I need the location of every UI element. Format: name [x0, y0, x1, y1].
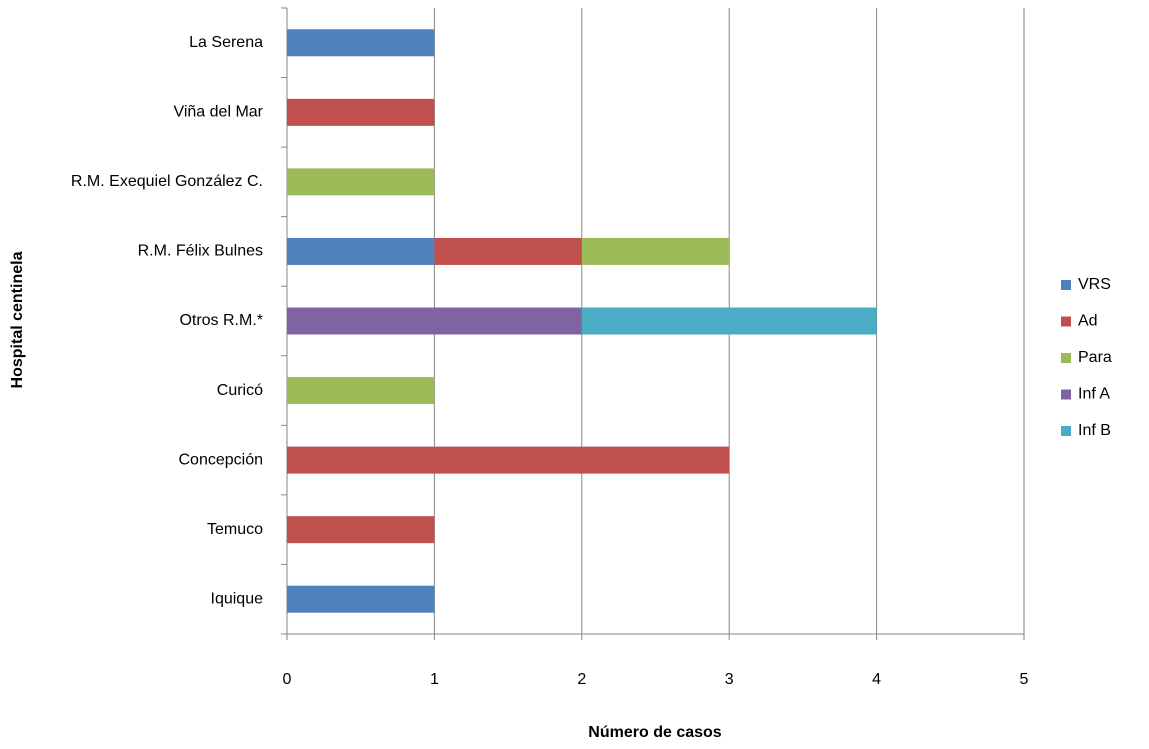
y-tick-label: La Serena	[189, 34, 263, 51]
y-tick-label: Iquique	[211, 590, 264, 607]
x-tick-label: 5	[1020, 671, 1029, 688]
x-tick-label: 2	[577, 671, 586, 688]
bar	[287, 98, 435, 126]
legend-label: Ad	[1078, 313, 1098, 330]
legend-label: Inf B	[1078, 422, 1111, 439]
y-tick-label: Temuco	[207, 521, 263, 538]
bar	[287, 516, 435, 544]
legend-swatch	[1061, 353, 1071, 363]
bar	[287, 237, 435, 265]
legend-swatch	[1061, 426, 1071, 436]
legend-label: Para	[1078, 349, 1112, 366]
bar	[581, 307, 877, 335]
y-tick-label: Otros R.M.*	[179, 312, 263, 329]
bar	[287, 377, 435, 405]
x-axis-title: Número de casos	[588, 724, 721, 741]
y-tick-label: R.M. Exequiel González C.	[71, 173, 263, 190]
legend-swatch	[1061, 316, 1071, 327]
bar	[287, 307, 582, 335]
x-tick-label: 4	[872, 671, 881, 688]
legend-swatch	[1061, 389, 1071, 400]
bar	[287, 168, 435, 196]
bar	[287, 29, 435, 57]
legend-swatch	[1061, 280, 1071, 290]
y-tick-label: R.M. Félix Bulnes	[138, 243, 263, 260]
x-tick-label: 1	[430, 671, 439, 688]
legend-label: VRS	[1078, 276, 1111, 293]
x-tick-label: 3	[725, 671, 734, 688]
y-tick-label: Concepción	[179, 451, 264, 468]
y-axis-title: Hospital centinela	[9, 251, 26, 388]
x-tick-label: 0	[283, 671, 292, 688]
bar	[287, 446, 730, 474]
y-tick-label: Viña del Mar	[173, 104, 263, 121]
legend-label: Inf A	[1078, 386, 1110, 403]
bar	[434, 237, 582, 265]
y-tick-label: Curicó	[217, 382, 263, 399]
bar	[581, 237, 730, 265]
bar	[287, 585, 435, 613]
